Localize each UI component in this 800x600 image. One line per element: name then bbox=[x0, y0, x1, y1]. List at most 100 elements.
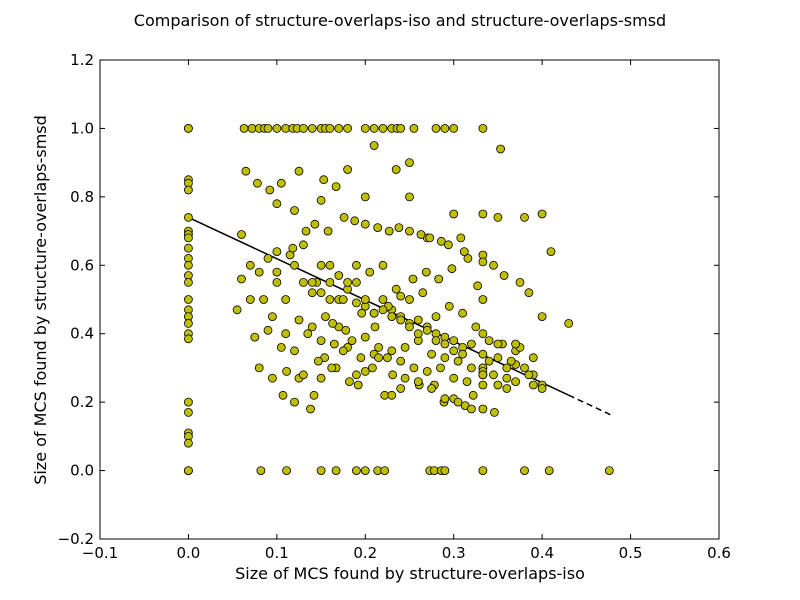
data-point bbox=[351, 277, 361, 287]
data-point bbox=[301, 226, 311, 236]
data-point bbox=[444, 301, 454, 311]
data-point bbox=[506, 356, 516, 366]
x-tick-label: 0.1 bbox=[265, 544, 289, 562]
chart-title: Comparison of structure-overlaps-iso and… bbox=[134, 11, 666, 30]
data-point bbox=[183, 233, 193, 243]
data-point bbox=[409, 363, 419, 373]
data-point bbox=[282, 466, 292, 476]
data-point bbox=[360, 192, 370, 202]
data-point bbox=[478, 404, 488, 414]
data-point bbox=[427, 349, 437, 359]
data-point bbox=[443, 240, 453, 250]
x-axis-ticks: −0.1 0.0 0.1 0.2 0.3 0.4 0.5 0.6 bbox=[82, 60, 731, 562]
data-point bbox=[387, 346, 397, 356]
data-point bbox=[294, 166, 304, 176]
data-point bbox=[343, 165, 353, 174]
data-point bbox=[449, 209, 459, 219]
data-point bbox=[316, 288, 326, 298]
data-point bbox=[391, 284, 401, 294]
data-point bbox=[316, 260, 326, 270]
data-point bbox=[537, 384, 547, 393]
data-point bbox=[511, 377, 520, 387]
data-point bbox=[290, 397, 299, 407]
data-point bbox=[502, 373, 512, 383]
data-point bbox=[263, 325, 273, 335]
y-tick-label: 0.0 bbox=[70, 462, 94, 480]
x-tick-label: 0.2 bbox=[353, 544, 377, 562]
x-tick-label: 0.0 bbox=[176, 544, 200, 562]
data-point bbox=[447, 264, 457, 274]
data-point bbox=[422, 366, 432, 376]
data-point bbox=[466, 404, 476, 414]
data-point bbox=[499, 271, 509, 280]
data-point bbox=[546, 247, 556, 257]
data-point bbox=[245, 295, 255, 304]
data-point bbox=[339, 212, 349, 222]
data-point bbox=[478, 257, 488, 267]
data-point bbox=[409, 123, 419, 133]
data-point bbox=[183, 123, 193, 133]
data-point bbox=[341, 325, 351, 335]
data-point bbox=[334, 123, 344, 133]
data-point bbox=[478, 349, 488, 359]
data-point bbox=[351, 370, 361, 380]
y-tick-label: 0.8 bbox=[70, 188, 94, 206]
data-point bbox=[478, 209, 488, 219]
data-points bbox=[183, 123, 614, 476]
data-point bbox=[239, 123, 249, 133]
data-point bbox=[400, 342, 410, 352]
data-point bbox=[493, 212, 503, 222]
data-point bbox=[387, 312, 397, 322]
data-point bbox=[493, 380, 503, 390]
data-point bbox=[282, 366, 292, 376]
data-point bbox=[360, 366, 370, 376]
data-point bbox=[272, 277, 282, 287]
data-point bbox=[502, 384, 512, 393]
data-point bbox=[183, 243, 193, 253]
data-point bbox=[252, 178, 262, 188]
data-point bbox=[338, 346, 348, 356]
data-point bbox=[391, 165, 401, 174]
data-point bbox=[328, 318, 338, 328]
data-point bbox=[405, 295, 414, 304]
data-point bbox=[360, 295, 370, 304]
data-point bbox=[604, 466, 614, 476]
data-point bbox=[307, 288, 317, 298]
data-point bbox=[440, 353, 450, 363]
data-point bbox=[351, 466, 361, 476]
data-point bbox=[380, 466, 390, 476]
data-point bbox=[458, 349, 468, 359]
data-point bbox=[344, 377, 354, 387]
data-point bbox=[307, 322, 317, 332]
data-point bbox=[436, 236, 446, 246]
x-tick-label: 0.6 bbox=[707, 544, 731, 562]
data-point bbox=[360, 466, 370, 476]
data-point bbox=[343, 123, 353, 133]
data-point bbox=[489, 370, 498, 380]
data-point bbox=[290, 346, 299, 356]
data-point bbox=[418, 288, 428, 298]
data-point bbox=[298, 277, 308, 287]
y-tick-label: 1.0 bbox=[70, 119, 94, 137]
data-point bbox=[357, 308, 367, 318]
y-axis-label: Size of MCS found by structure-overlaps-… bbox=[31, 115, 50, 485]
data-point bbox=[405, 226, 414, 236]
data-point bbox=[489, 260, 498, 270]
data-point bbox=[265, 185, 275, 195]
data-point bbox=[183, 295, 193, 304]
data-point bbox=[427, 384, 437, 393]
data-point bbox=[478, 123, 488, 133]
y-axis-ticks: −0.2 0.0 0.2 0.4 0.6 0.8 1.0 1.2 bbox=[58, 51, 719, 548]
data-point bbox=[259, 295, 269, 304]
data-point bbox=[276, 178, 286, 188]
data-point bbox=[515, 277, 525, 287]
data-point bbox=[306, 404, 315, 414]
data-point bbox=[528, 353, 538, 363]
data-point bbox=[323, 226, 333, 236]
data-point bbox=[307, 277, 317, 287]
data-point bbox=[431, 123, 441, 133]
data-point bbox=[431, 312, 441, 322]
data-point bbox=[382, 353, 392, 363]
y-tick-label: 0.4 bbox=[70, 325, 94, 343]
data-point bbox=[183, 318, 193, 328]
